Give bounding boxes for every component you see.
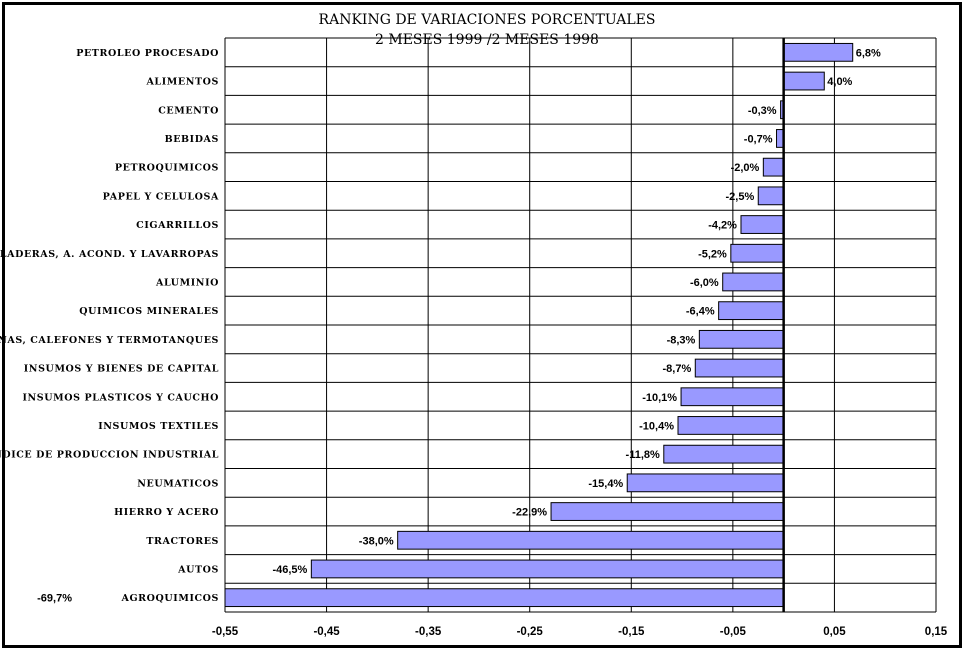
data-label: -8,3% (667, 334, 696, 346)
bar (730, 243, 785, 263)
bar (694, 358, 785, 378)
data-label: -38,0% (359, 535, 394, 547)
category-label: AUTOS (177, 564, 219, 575)
category-label: BEBIDAS (165, 134, 219, 145)
data-label: -6,0% (690, 277, 719, 289)
category-label: INDICE DE PRODUCCION INDUSTRIAL (0, 450, 219, 461)
data-labels: 6,8% 4,0% -0,3% -0,7% -2,0% -2,5% -4,2% -5,2% -6… (37, 47, 881, 604)
bar (680, 387, 785, 407)
category-label: PETROLEO PROCESADO (76, 48, 219, 59)
data-label: -10,1% (642, 392, 677, 404)
data-label: -2,5% (726, 191, 755, 203)
bar (224, 588, 785, 608)
data-label: -6,4% (686, 306, 715, 318)
data-label: -0,3% (748, 105, 777, 117)
data-label: 4,0% (827, 76, 852, 88)
chart-title: RANKING DE VARIACIONES PORCENTUALES (319, 12, 656, 28)
category-label: INSUMOS Y BIENES DE CAPITAL (24, 364, 219, 375)
bar (663, 444, 785, 464)
data-label: -15,4% (588, 478, 623, 490)
bar (757, 186, 785, 206)
category-label: ALIMENTOS (145, 77, 219, 88)
category-label: NEUMATICOS (137, 478, 219, 489)
category-label: HIERRO Y ACERO (114, 507, 219, 518)
bar (310, 559, 785, 579)
category-label: INSUMOS TEXTILES (98, 421, 219, 432)
data-label: -10,4% (639, 420, 674, 432)
bar (550, 502, 785, 521)
bar (722, 272, 785, 292)
bar (740, 215, 785, 234)
category-label: PETROQUIMICOS (115, 163, 219, 174)
x-tick-label: -0,05 (720, 626, 747, 638)
category-label: INSUMOS PLASTICOS Y CAUCHO (22, 392, 219, 403)
category-label: AGROQUIMICOS (120, 593, 219, 604)
bar (762, 157, 785, 177)
category-label: HELADERAS, A. ACOND. Y LAVARROPAS (0, 249, 219, 260)
data-label: -11,8% (626, 449, 660, 461)
data-label: -69,7% (37, 593, 72, 605)
x-tick-label: 0,05 (823, 626, 846, 638)
bar (718, 301, 785, 321)
data-label: -22,9% (512, 507, 547, 519)
category-label: QUIMICOS MINERALES (79, 306, 219, 317)
category-label: ALUMINIO (155, 277, 219, 288)
x-axis-ticks: -0,55 -0,45 -0,35 -0,25 -0,15 -0,05 0,05 0,15 (212, 626, 948, 638)
data-label: -8,7% (663, 363, 692, 375)
category-label: PAPEL Y CELULOSA (103, 191, 219, 202)
x-tick-label: -0,25 (517, 626, 544, 638)
data-label: -0,7% (744, 133, 773, 145)
bar (397, 530, 785, 550)
x-tick-label: -0,15 (618, 626, 645, 638)
bar (783, 71, 825, 91)
category-label: COCINAS, CALEFONES Y TERMOTANQUES (0, 335, 219, 346)
data-label: -46,5% (272, 564, 307, 576)
x-tick-label: 0,15 (925, 626, 948, 638)
bar (783, 42, 854, 62)
data-label: 6,8% (856, 47, 881, 59)
grid-lines (224, 37, 937, 613)
bar (677, 416, 785, 435)
bars (224, 42, 854, 608)
category-labels: PETROLEO PROCESADO ALIMENTOS CEMENTO BEBIDA… (0, 48, 219, 604)
category-label: CEMENTO (158, 105, 219, 116)
category-label: TRACTORES (146, 536, 219, 547)
chart-subtitle: 2 MESES 1999 /2 MESES 1998 (375, 32, 599, 48)
bar (626, 473, 785, 493)
x-tick-label: -0,45 (313, 626, 340, 638)
data-label: -5,2% (698, 248, 727, 260)
bar (698, 329, 785, 349)
data-label: -4,2% (708, 220, 737, 232)
x-tick-label: -0,35 (415, 626, 442, 638)
data-label: -2,0% (731, 162, 760, 174)
x-tick-label: -0,55 (212, 626, 239, 638)
category-label: CIGARRILLOS (136, 220, 219, 231)
